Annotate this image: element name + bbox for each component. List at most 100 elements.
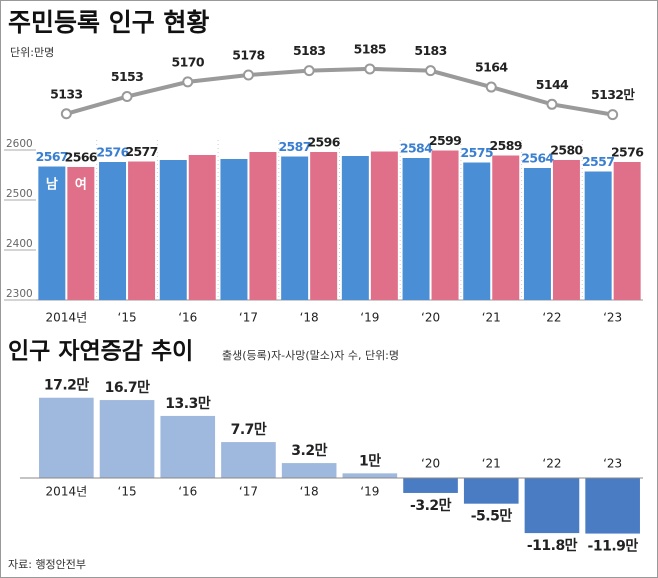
value-label: 2576 — [96, 145, 129, 160]
bar — [99, 400, 155, 479]
value-label: 2587 — [278, 139, 310, 154]
value-label: 7.7만 — [231, 422, 267, 438]
value-label: 5153 — [111, 69, 143, 84]
bar — [67, 167, 95, 300]
value-label: 2576 — [611, 145, 644, 160]
x-tick-label: ‘17 — [239, 311, 258, 325]
x-tick-label: ‘16 — [178, 311, 197, 325]
x-tick-label: ‘16 — [178, 485, 197, 499]
point — [364, 63, 376, 75]
y-tick-label: 2600 — [6, 138, 33, 150]
subtitle: 출생(등록)자-사망(말소)자 수, 단위:명 — [222, 349, 399, 362]
x-tick-label: 2014년 — [46, 485, 88, 499]
x-tick-label: ‘23 — [603, 457, 622, 471]
value-label: 5170 — [172, 54, 205, 69]
bar — [281, 156, 309, 300]
point — [607, 109, 619, 121]
point — [485, 81, 497, 93]
x-tick-label: ‘20 — [421, 457, 440, 471]
value-label: 2577 — [125, 144, 157, 159]
value-label: 2596 — [307, 135, 340, 150]
bar — [160, 415, 216, 479]
bar — [221, 442, 276, 479]
bar — [431, 150, 459, 300]
point — [182, 76, 194, 88]
bar — [552, 160, 580, 300]
point — [60, 108, 72, 120]
value-label: -11.9만 — [588, 539, 639, 555]
value-label: 2566 — [65, 150, 98, 165]
value-label: 3.2만 — [291, 443, 327, 459]
bar — [39, 397, 94, 479]
bar — [159, 160, 187, 300]
value-label: 2584 — [400, 141, 433, 156]
bar — [492, 155, 520, 300]
value-label: 2599 — [429, 133, 461, 148]
value-label: 5178 — [232, 47, 264, 62]
bar — [38, 166, 66, 300]
value-label: -3.2만 — [410, 498, 452, 514]
bar — [370, 151, 398, 300]
value-label: 13.3만 — [165, 396, 211, 412]
value-label: 2580 — [550, 143, 583, 158]
y-tick-label: 2400 — [6, 238, 33, 250]
unit: 단위:만명 — [10, 46, 54, 59]
bar — [463, 162, 491, 300]
bar — [585, 478, 640, 534]
x-tick-label: ‘18 — [300, 311, 319, 325]
source: 자료: 행정안전부 — [8, 558, 86, 571]
bar — [188, 155, 216, 300]
x-tick-label: ‘20 — [421, 311, 440, 325]
bar — [342, 473, 398, 479]
value-label: 2589 — [490, 138, 522, 153]
bar — [403, 478, 458, 493]
bar — [524, 478, 580, 534]
bar — [613, 162, 641, 300]
value-label: 16.7만 — [105, 380, 151, 396]
point — [303, 65, 315, 77]
x-tick-label: ‘18 — [300, 485, 319, 499]
legend-label: 남 — [46, 177, 58, 193]
x-tick-label: 2014년 — [46, 311, 88, 325]
bar — [584, 171, 612, 300]
x-tick-label: ‘21 — [482, 311, 501, 325]
x-tick-label: ‘19 — [360, 311, 379, 325]
title: 주민등록 인구 현황 — [8, 8, 209, 37]
bar — [249, 152, 277, 300]
x-tick-label: ‘15 — [118, 311, 137, 325]
value-label: 5144 — [536, 77, 569, 92]
value-label: 5185 — [354, 41, 386, 56]
value-label: 2575 — [461, 145, 493, 160]
bar — [220, 159, 248, 300]
value-label: -5.5만 — [471, 509, 513, 525]
x-tick-label: ‘19 — [360, 485, 379, 499]
x-tick-label: ‘21 — [482, 457, 501, 471]
bar — [310, 152, 338, 300]
x-tick-label: ‘22 — [542, 457, 561, 471]
value-label: 5132만 — [591, 87, 635, 102]
y-tick-label: 2300 — [6, 288, 33, 300]
point — [425, 65, 437, 77]
point — [546, 98, 558, 110]
value-label: 5183 — [293, 43, 325, 58]
bar — [523, 168, 551, 300]
value-label: 2567 — [36, 149, 68, 164]
bar — [402, 158, 430, 300]
legend-label: 여 — [75, 177, 87, 193]
bar — [128, 161, 156, 300]
point — [242, 69, 254, 81]
value-label: -11.8만 — [527, 538, 578, 554]
y-tick-label: 2500 — [6, 188, 33, 200]
value-label: 1만 — [359, 453, 381, 469]
bar — [463, 478, 519, 504]
bar — [281, 463, 337, 479]
bar — [341, 156, 369, 300]
x-tick-label: ‘15 — [118, 485, 137, 499]
value-label: 2564 — [521, 151, 554, 166]
x-tick-label: ‘23 — [603, 311, 622, 325]
point — [121, 91, 133, 103]
value-label: 5183 — [414, 43, 446, 58]
value-label: 5133 — [50, 86, 82, 101]
value-label: 5164 — [475, 60, 508, 75]
